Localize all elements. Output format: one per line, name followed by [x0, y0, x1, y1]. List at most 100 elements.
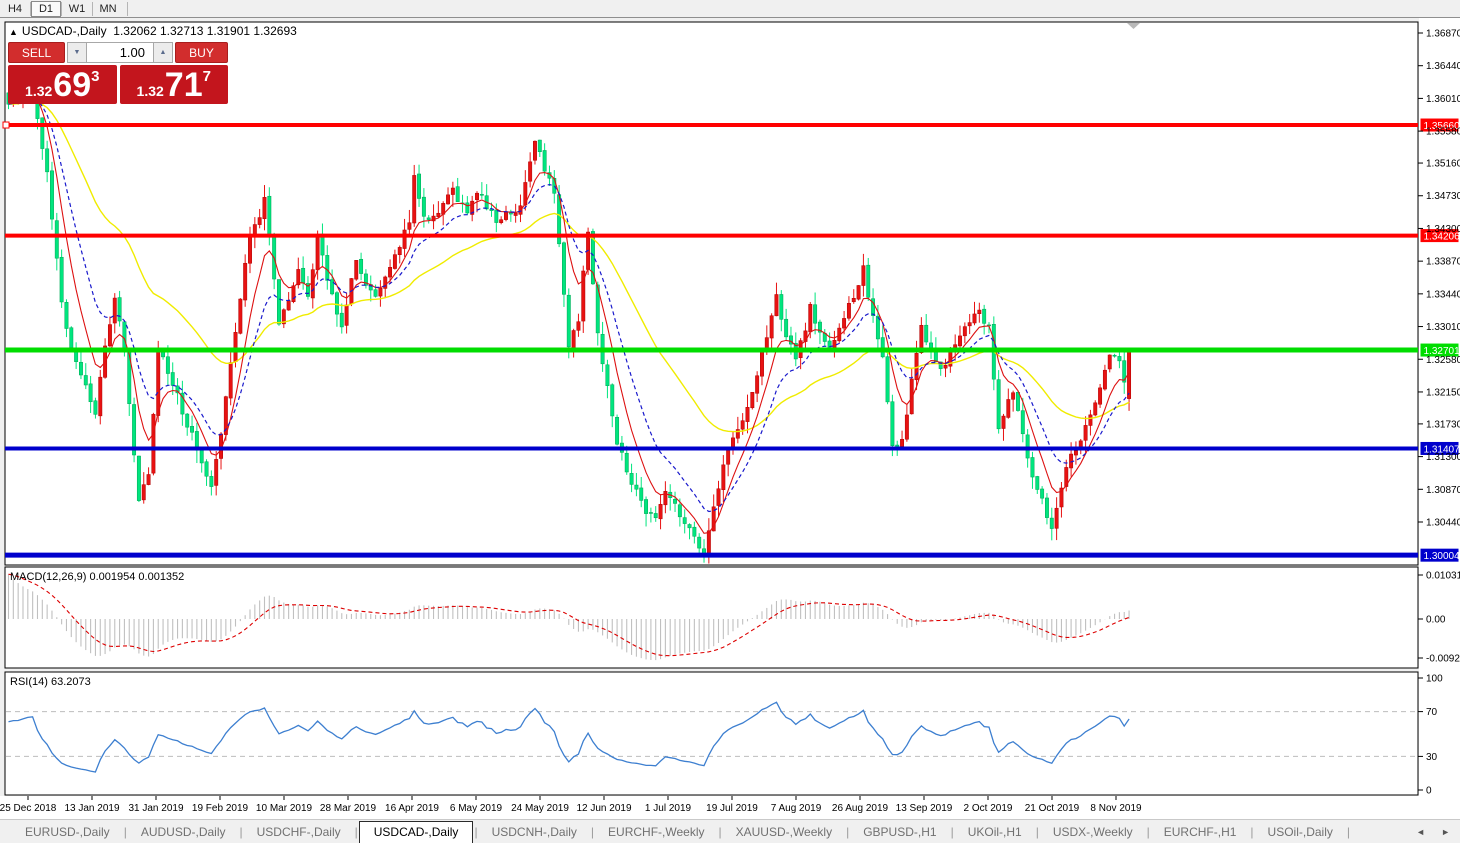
- candle-body: [644, 499, 649, 514]
- candle-body: [924, 324, 929, 343]
- symbol-tab-ukoil[interactable]: UKOil-,H1: [967, 824, 1022, 839]
- volume-decrease-button[interactable]: ▼: [67, 42, 87, 63]
- price-axis-label: 1.36010: [1426, 94, 1460, 105]
- rsi-pane[interactable]: [4, 671, 1419, 796]
- candle-body: [673, 498, 677, 504]
- symbol-tab-audusd[interactable]: AUDUSD-,Daily: [140, 824, 226, 839]
- candle-body: [117, 297, 122, 322]
- candle-body: [426, 217, 431, 220]
- buy-price-box[interactable]: 1.32 71 7: [119, 65, 228, 104]
- volume-input[interactable]: 1.00: [87, 42, 153, 63]
- symbol-tab-eurusd[interactable]: EURUSD-,Daily: [25, 824, 110, 839]
- candle-body: [1020, 410, 1025, 435]
- candle-body: [779, 294, 784, 320]
- candle-body: [373, 289, 378, 297]
- timeframe-button-mn[interactable]: MN: [99, 3, 117, 15]
- symbol-tab-usdx[interactable]: USDX-,Weekly: [1052, 824, 1133, 839]
- candle-body: [1016, 391, 1020, 411]
- date-axis-background: [0, 796, 1460, 819]
- candle-body: [59, 256, 64, 303]
- candle-body: [1093, 402, 1098, 416]
- timeframe-button-h4[interactable]: H4: [7, 3, 23, 15]
- candle-body: [687, 524, 692, 529]
- tab-separator: |: [1146, 824, 1150, 839]
- chart-ohlc-values: 1.32062 1.32713 1.31901 1.32693: [113, 24, 297, 38]
- price-line-badge-label: 1.35660: [1424, 121, 1460, 132]
- symbol-tab-gbpusd[interactable]: GBPUSD-,H1: [863, 824, 937, 839]
- price-pane[interactable]: [4, 21, 1419, 566]
- candle-body: [875, 315, 880, 340]
- candle-body: [122, 321, 127, 352]
- candle-body: [325, 255, 330, 281]
- candle-body: [533, 140, 537, 161]
- date-axis-label: 13 Sep 2019: [896, 803, 953, 814]
- candle-body: [64, 302, 69, 329]
- date-axis-label: 10 Mar 2019: [256, 803, 313, 814]
- candle-body: [402, 229, 407, 249]
- last-bar-marker-icon: [1127, 23, 1140, 29]
- candle-body: [1001, 415, 1006, 429]
- symbol-tab-usdchf[interactable]: USDCHF-,Daily: [256, 824, 341, 839]
- candle-body: [562, 242, 566, 295]
- timeframe-toolbar: H4 D1 W1 MN: [0, 0, 1460, 18]
- candle-body: [199, 449, 204, 464]
- candle-body: [45, 148, 50, 173]
- symbol-tabs: EURUSD-,Daily | AUDUSD-,Daily | USDCHF-,Dail…: [0, 820, 1351, 843]
- candle-body: [383, 276, 388, 289]
- sell-price-box[interactable]: 1.32 69 3: [8, 65, 117, 104]
- symbol-tab-eurchf[interactable]: EURCHF-,H1: [1163, 824, 1237, 839]
- candle-body: [977, 309, 982, 314]
- symbol-tab-usdcad[interactable]: USDCAD-,Daily: [358, 820, 474, 843]
- symbol-tab-usoil[interactable]: USOil-,Daily: [1267, 824, 1333, 839]
- sell-button[interactable]: SELL: [8, 42, 65, 63]
- timeframe-button-w1[interactable]: W1: [68, 3, 86, 15]
- candle-body: [1117, 356, 1122, 362]
- symbol-tab-usdcnh[interactable]: USDCNH-,Daily: [491, 824, 577, 839]
- line-drag-handle[interactable]: [2, 121, 10, 129]
- candle-body: [566, 294, 571, 348]
- candle-body: [1073, 450, 1078, 456]
- candle-body: [397, 247, 402, 255]
- candle-body: [446, 194, 450, 205]
- candle-body: [1040, 488, 1045, 499]
- date-axis-label: 25 Dec 2018: [0, 803, 57, 814]
- candle-body: [170, 372, 175, 386]
- candle-body: [996, 379, 1001, 430]
- buy-button[interactable]: BUY: [175, 42, 228, 63]
- macd-pane[interactable]: [4, 566, 1419, 669]
- candle-body: [88, 383, 93, 403]
- candle-body: [817, 321, 822, 333]
- tab-scroll-left-icon[interactable]: ◄: [1416, 827, 1426, 837]
- price-line-badge-label: 1.30004: [1424, 551, 1460, 562]
- symbol-tab-eurchf[interactable]: EURCHF-,Weekly: [608, 824, 705, 839]
- candle-body: [750, 392, 755, 409]
- price-axis-label: 1.31300: [1426, 452, 1460, 463]
- candle-body: [277, 279, 281, 325]
- candle-body: [190, 426, 194, 433]
- candle-body: [629, 473, 634, 485]
- tab-scroll-right-icon[interactable]: ►: [1441, 827, 1450, 837]
- candle-body: [523, 182, 528, 206]
- candle-body: [663, 491, 668, 506]
- timeframe-button-d1[interactable]: D1: [31, 1, 61, 17]
- one-click-trade-panel: SELL ▼ 1.00 ▲ BUY 1.32 69 3 1.32 71 7: [8, 42, 228, 104]
- candle-body: [499, 219, 504, 223]
- date-axis-label: 16 Apr 2019: [385, 803, 439, 814]
- volume-increase-button[interactable]: ▲: [153, 42, 173, 63]
- price-axis: 1.36870 1.36440 1.36010 1.35580 1.35160 1.347…: [1418, 29, 1460, 797]
- candle-body: [354, 260, 359, 280]
- chevron-up-icon: ▲: [159, 49, 167, 56]
- candle-body: [228, 362, 233, 399]
- candle-body: [624, 452, 629, 473]
- candle-body: [281, 309, 286, 325]
- symbol-tab-xauusd[interactable]: XAUUSD-,Weekly: [735, 824, 833, 839]
- candle-body: [1011, 392, 1016, 400]
- toolbar-separator: [127, 2, 128, 16]
- date-axis-label: 19 Feb 2019: [192, 803, 249, 814]
- candle-body: [180, 392, 185, 415]
- candle-body: [677, 504, 682, 518]
- candle-body: [136, 455, 141, 501]
- date-axis-label: 19 Jul 2019: [706, 803, 758, 814]
